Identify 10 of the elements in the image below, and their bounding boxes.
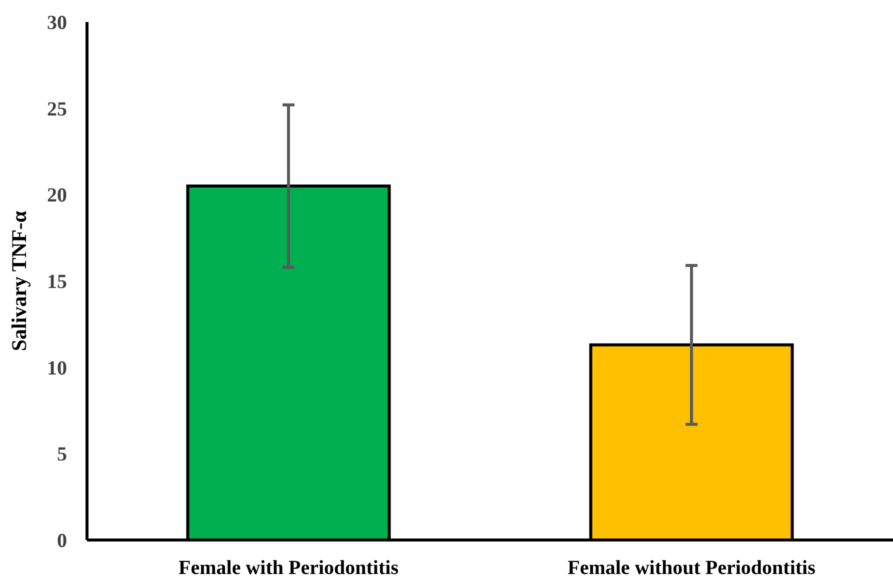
- y-tick-label: 15: [47, 271, 67, 293]
- y-tick-label: 30: [47, 12, 67, 34]
- x-tick-label: Female with Periodontitis: [178, 557, 399, 579]
- y-tick-label: 20: [47, 184, 67, 207]
- y-tick-label: 25: [47, 98, 67, 120]
- y-tick-label: 10: [47, 357, 67, 380]
- x-tick-label: Female without Periodontitis: [568, 557, 816, 579]
- y-axis-title: Salivary TNF-α: [7, 210, 31, 352]
- y-tick-label: 0: [57, 530, 67, 552]
- y-tick-label: 5: [57, 444, 67, 466]
